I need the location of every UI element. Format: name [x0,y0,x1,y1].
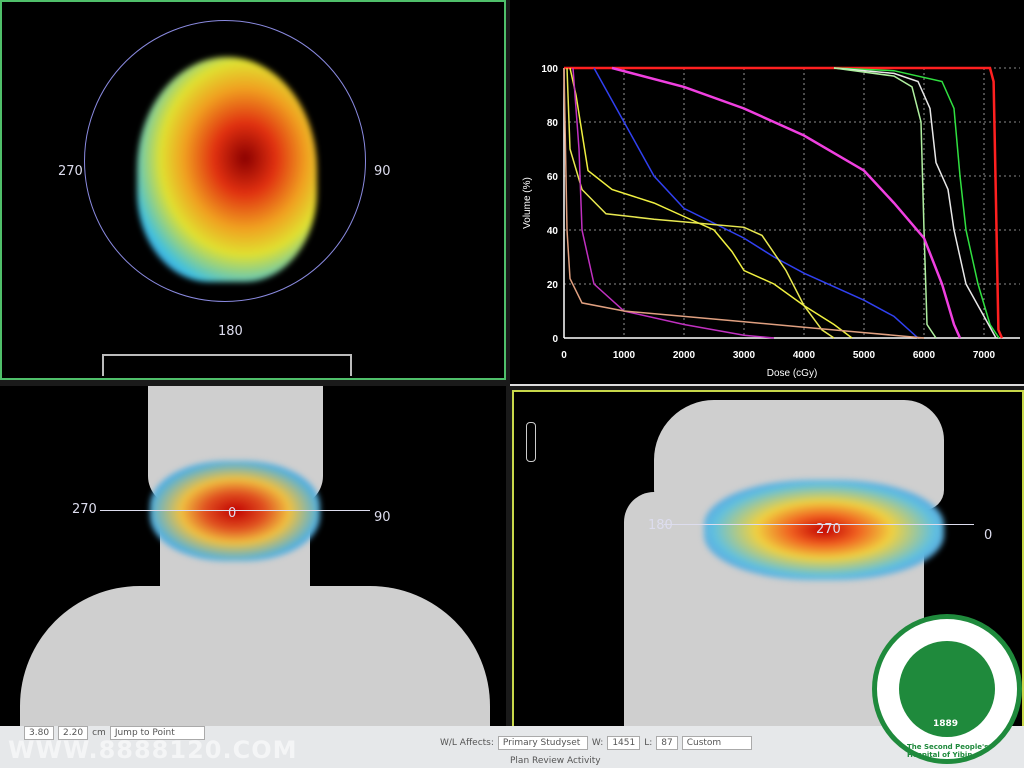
x-axis-label: Dose (cGy) [767,368,818,379]
angle-label-0: 0 [984,528,993,543]
activity-label: Plan Review Activity [510,756,601,766]
y-tick-label: 40 [547,226,559,237]
x-tick-label: 4000 [793,350,816,361]
x-tick-label: 2000 [673,350,696,361]
x-tick-label: 6000 [913,350,936,361]
level-field[interactable]: 87 [656,736,678,750]
dvh-curve-6 [593,67,919,339]
angle-label-90: 90 [374,510,391,525]
angle-label-0: 0 [228,506,237,521]
logo-name: The Second People's Hospital of Yibin [907,743,989,759]
studyset-select[interactable]: Primary Studyset [497,736,588,750]
x-tick-label: 3000 [733,350,756,361]
dvh-curve-4 [833,67,937,339]
x-tick-label: 0 [561,350,567,361]
dvh-curve-2 [833,67,1000,339]
angle-label-270: 270 [58,164,83,179]
x-tick-label: 7000 [973,350,996,361]
l-label: L: [644,738,653,748]
slice-controls: 3.80 2.20 cm Jump to Point [24,726,205,740]
logo-emblem [899,641,995,737]
axial-viewer[interactable]: 270 90 180 [0,0,506,380]
unit-label: cm [92,728,106,738]
dvh-curve-1 [564,66,1004,339]
angle-label-180: 180 [218,324,243,339]
value1-field[interactable]: 3.80 [24,726,55,740]
toolbar: 3.80 2.20 cm Jump to Point W/L Affects: … [0,726,1024,768]
watermark: WWW.8888120.COM [8,736,298,764]
y-tick-label: 100 [541,64,558,75]
axial-dose-wash [137,57,317,282]
y-axis-label: Volume (%) [522,177,533,229]
gantry-ring [84,20,366,302]
crosshair [664,524,974,525]
y-tick-label: 80 [547,118,559,129]
dvh-curve-10 [563,67,925,339]
dvh-plot: 0 1000 2000 3000 4000 5000 6000 7000 0 20 40 60 80 10… [522,64,1020,379]
wl-affects-label: W/L Affects: [440,738,494,748]
x-tick-label: 5000 [853,350,876,361]
angle-label-270: 270 [816,522,841,537]
hospital-logo: The Second People's Hospital of Yibin 18… [872,614,1022,764]
y-tick-label: 0 [552,334,558,345]
dvh-curve-5 [611,66,962,339]
orientation-figure-icon [526,422,536,462]
dvh-curve-3 [833,67,997,339]
dvh-chart: 0 1000 2000 3000 4000 5000 6000 7000 0 20 40 60 80 10… [510,0,1024,386]
coronal-viewer[interactable]: 270 90 0 [0,386,506,726]
angle-label-270: 270 [72,502,97,517]
couch [102,354,352,376]
x-tick-label: 1000 [613,350,636,361]
value2-field[interactable]: 2.20 [58,726,89,740]
coronal-dose-wash [150,461,320,561]
angle-label-90: 90 [374,164,391,179]
crosshair [100,510,370,511]
dvh-curve-9 [572,67,775,339]
y-tick-label: 20 [547,280,559,291]
logo-year: 1889 [933,719,959,729]
dvh-curve-7 [569,67,853,339]
window-field[interactable]: 1451 [607,736,641,750]
sagittal-dose-wash [704,480,944,580]
sagittal-viewer[interactable]: 180 0 270 [512,390,1024,730]
y-tick-label: 60 [547,172,559,183]
w-label: W: [591,738,604,748]
wl-controls: W/L Affects: Primary Studyset W: 1451 L:… [440,736,752,750]
jump-to-point-select[interactable]: Jump to Point [109,726,205,740]
angle-label-180: 180 [648,518,673,533]
preset-select[interactable]: Custom [681,736,752,750]
